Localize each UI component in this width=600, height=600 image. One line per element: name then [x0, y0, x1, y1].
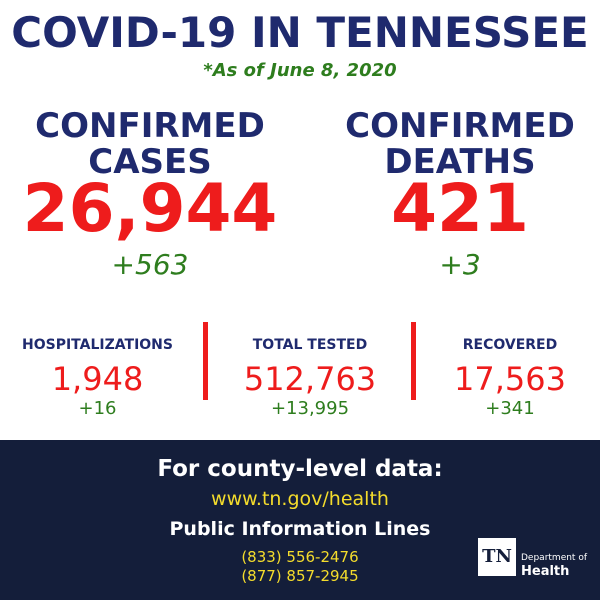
stat-label: CONFIRMED CASES — [20, 108, 280, 180]
label-line: DEATHS — [384, 142, 536, 182]
divider — [203, 322, 208, 400]
subtitle: *As of June 8, 2020 — [203, 60, 397, 81]
stat-label: TOTAL TESTED — [252, 337, 368, 353]
phone: (833) 556-2476 — [241, 548, 359, 566]
logo-line: Health — [521, 564, 570, 579]
stat-label: CONFIRMED DEATHS — [330, 108, 590, 180]
stat-change: +13,995 — [270, 398, 350, 419]
label-line: CONFIRMED — [345, 106, 575, 146]
label-line: CONFIRMED — [35, 106, 265, 146]
footer: For county-level data: www.tn.gov/health… — [0, 440, 600, 600]
stat-change: +341 — [485, 398, 535, 419]
stat-value: 512,763 — [243, 360, 377, 398]
stat-change: +563 — [111, 248, 189, 281]
stat-value: 421 — [391, 170, 529, 247]
stat-label: HOSPITALIZATIONS — [22, 337, 173, 353]
url[interactable]: www.tn.gov/health — [211, 488, 389, 510]
stat-label: RECOVERED — [462, 337, 558, 353]
logo-line: Department of — [521, 553, 587, 563]
label-line: CASES — [88, 142, 212, 182]
stat-value: 26,944 — [22, 170, 278, 247]
phone-heading: Public Information Lines — [169, 518, 431, 540]
logo-mark: TN — [478, 538, 516, 576]
stat-change: +3 — [439, 248, 481, 281]
phone: (877) 857-2945 — [241, 567, 359, 585]
footer-heading: For county-level data: — [157, 456, 443, 482]
stat-value: 1,948 — [51, 360, 144, 398]
stat-value: 17,563 — [454, 360, 566, 398]
stat-change: +16 — [78, 398, 117, 419]
divider — [411, 322, 416, 400]
title: COVID-19 IN TENNESSEE — [11, 8, 589, 57]
